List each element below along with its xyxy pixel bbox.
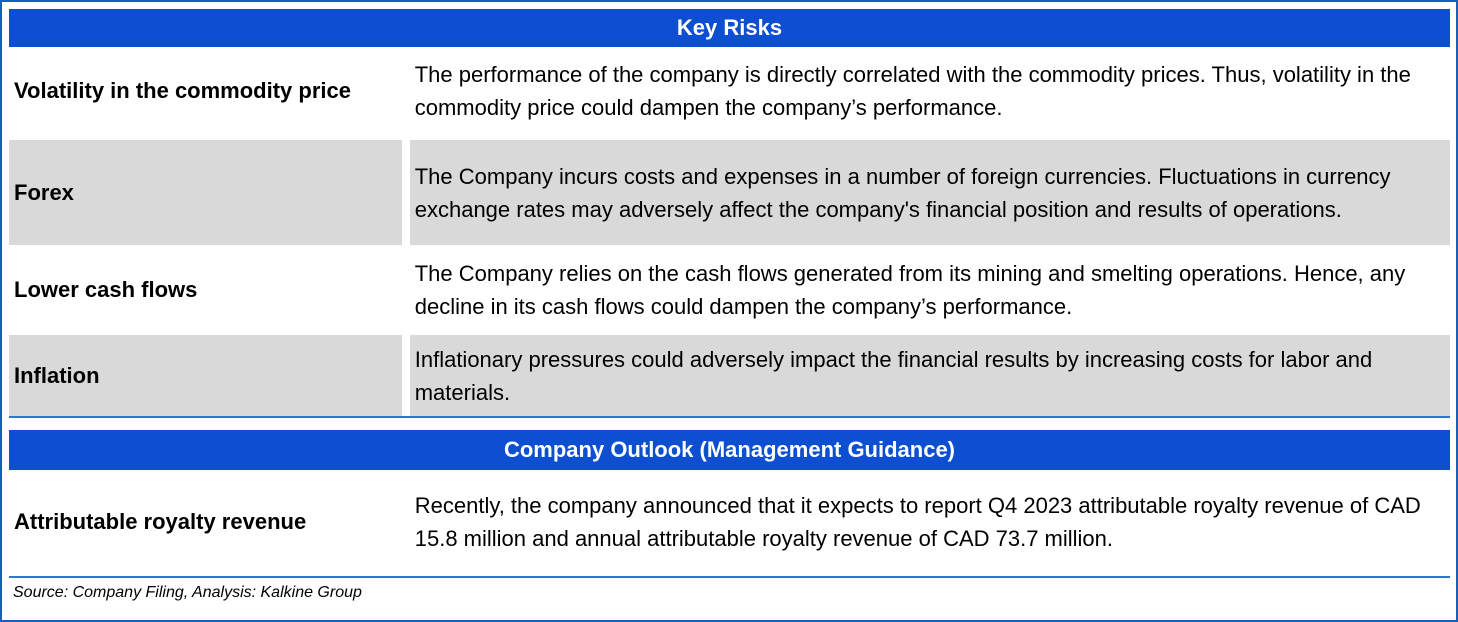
risk-label: Lower cash flows [14,277,198,302]
risk-label: Forex [9,140,402,245]
source-note: Source: Company Filing, Analysis: Kalkin… [13,584,362,601]
section-divider [9,416,1450,418]
table-row: Inflation Inflationary pressures could a… [9,335,1450,416]
table-content: Key Risks Volatility in the commodity pr… [9,9,1450,602]
risk-label: Volatility in the commodity price [14,78,351,103]
outlook-header: Company Outlook (Management Guidance) [9,430,1450,470]
outlook-label: Attributable royalty revenue [14,509,307,534]
table-row: Attributable royalty revenue Recently, t… [9,470,1450,574]
risk-description: The performance of the company is direct… [414,62,1411,120]
risk-description: The Company relies on the cash flows gen… [414,261,1406,319]
risk-description: The Company incurs costs and expenses in… [409,140,1450,245]
risk-description: Inflationary pressures could adversely i… [409,335,1450,416]
table-row: Forex The Company incurs costs and expen… [9,140,1450,245]
table-row: Volatility in the commodity price The pe… [9,47,1450,135]
risk-label: Inflation [9,335,402,416]
table-row: Lower cash flows The Company relies on t… [9,250,1450,330]
footer-divider [9,576,1450,578]
key-risks-header: Key Risks [9,9,1450,47]
outlook-description: Recently, the company announced that it … [414,493,1421,551]
